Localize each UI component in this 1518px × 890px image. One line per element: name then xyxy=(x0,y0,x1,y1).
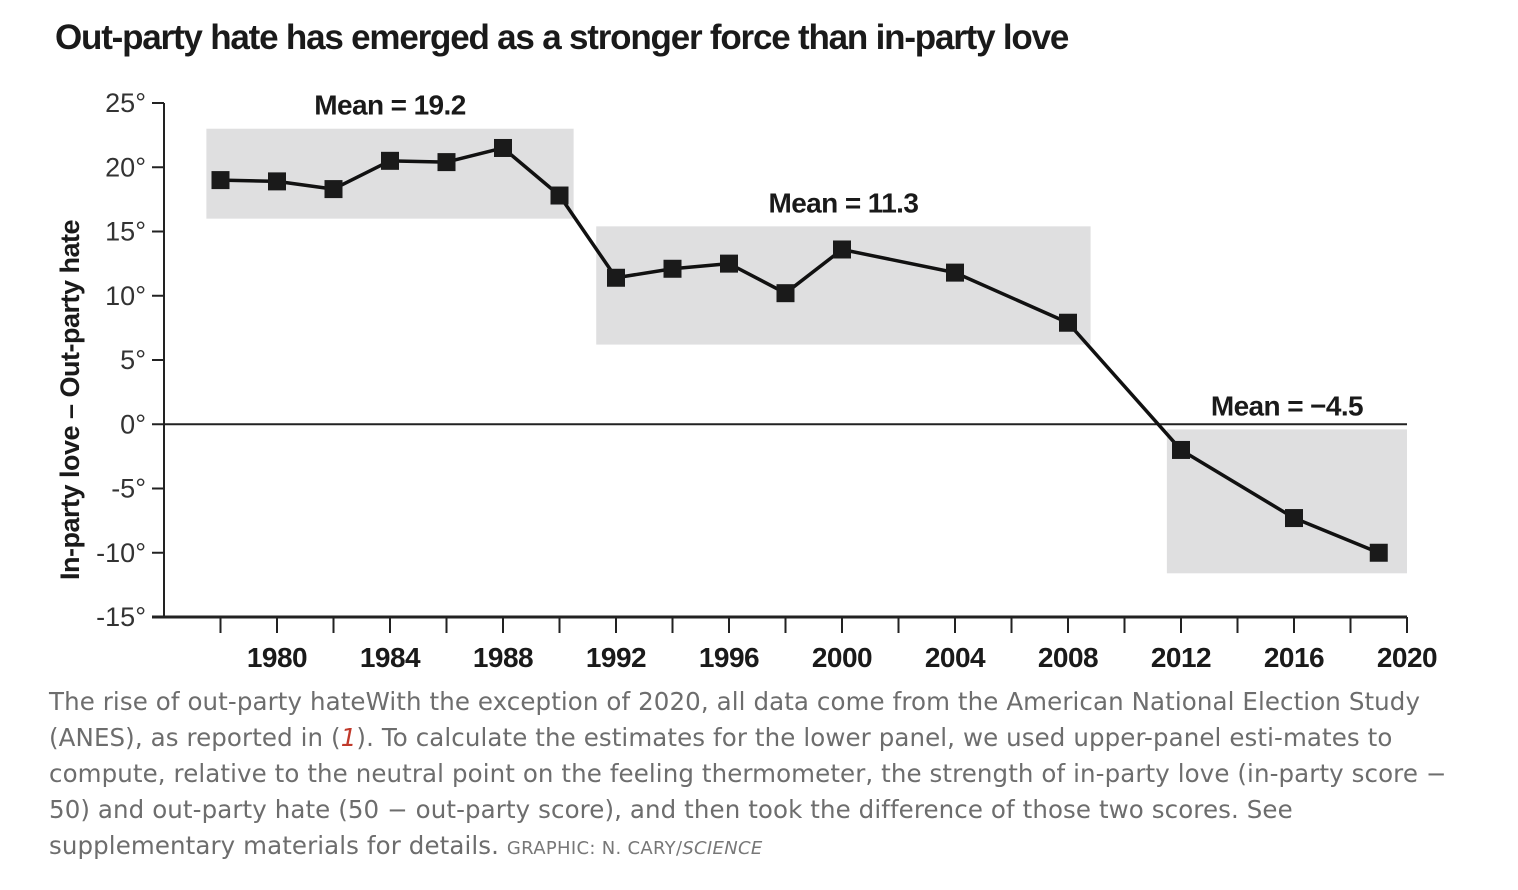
x-tick-label: 1984 xyxy=(360,642,421,673)
caption-text: The rise of out-party hateWith the excep… xyxy=(49,687,1421,752)
y-tick-label: -10° xyxy=(96,538,146,568)
y-tick-label: 15° xyxy=(105,217,146,247)
x-tick-label: 2016 xyxy=(1264,642,1324,673)
data-point xyxy=(324,180,343,199)
data-point xyxy=(776,284,795,303)
data-point xyxy=(268,172,286,191)
y-tick-label: -5° xyxy=(111,474,146,504)
period-bands xyxy=(206,128,1407,574)
credit-name: GRAPHIC: N. CARY/ xyxy=(506,838,683,859)
x-tick-label: 2000 xyxy=(812,642,872,673)
x-tick-label: 2004 xyxy=(925,642,986,673)
period-band-1 xyxy=(206,128,574,219)
figure-caption: The rise of out-party hateWith the excep… xyxy=(49,684,1459,867)
data-point xyxy=(550,186,569,205)
reference-link[interactable]: 1 xyxy=(340,723,357,752)
data-point xyxy=(663,259,682,278)
mean-label-1: Mean = 19.2 xyxy=(314,90,465,121)
x-tick-label: 1996 xyxy=(699,642,759,673)
data-point xyxy=(1059,313,1077,332)
chart-title: Out-party hate has emerged as a stronger… xyxy=(55,18,1069,57)
data-point xyxy=(607,268,625,287)
mean-label-2: Mean = 11.3 xyxy=(768,187,918,218)
chart-labels: Mean = 19.2 Mean = 11.3 Mean = −4.5 In-part… xyxy=(55,90,1364,580)
data-point xyxy=(833,240,851,259)
mean-label-3: Mean = −4.5 xyxy=(1211,390,1363,421)
caption-text-2: ). To calculate the estimates for the lo… xyxy=(49,723,1447,860)
data-point xyxy=(946,263,964,282)
x-tick-label: 2012 xyxy=(1151,642,1211,673)
data-series xyxy=(211,138,1388,562)
data-point xyxy=(211,171,230,190)
axes: -15° -10° -5° 0° 5° 10° 15° 20° 25° 1980 1984 1988 1… xyxy=(96,88,1437,673)
y-tick-label: 25° xyxy=(105,88,146,118)
data-point xyxy=(494,138,512,157)
credit-publication: SCIENCE xyxy=(682,838,763,859)
x-tick-label: 1988 xyxy=(473,642,533,673)
data-point xyxy=(1172,440,1190,459)
y-axis-title: In-party love – Out-party hate xyxy=(55,219,85,580)
y-tick-label: 10° xyxy=(105,281,146,311)
line-chart: -15° -10° -5° 0° 5° 10° 15° 20° 25° 1980 1984 1988 1… xyxy=(55,88,1438,673)
x-tick-label: 1980 xyxy=(247,642,307,673)
data-point xyxy=(1369,543,1388,562)
data-point xyxy=(381,151,399,170)
x-tick-label: 1992 xyxy=(586,642,646,673)
data-point xyxy=(437,153,456,172)
y-tick-label: 0° xyxy=(120,409,146,439)
y-tick-label: 5° xyxy=(120,345,146,375)
y-tick-label: -15° xyxy=(96,602,146,632)
x-tick-label: 2020 xyxy=(1377,642,1437,673)
data-point xyxy=(720,254,738,273)
graphic-credit: GRAPHIC: N. CARY/SCIENCE xyxy=(507,838,763,859)
x-tick-label: 2008 xyxy=(1038,642,1098,673)
y-tick-label: 20° xyxy=(105,152,146,182)
data-point xyxy=(1285,509,1303,528)
